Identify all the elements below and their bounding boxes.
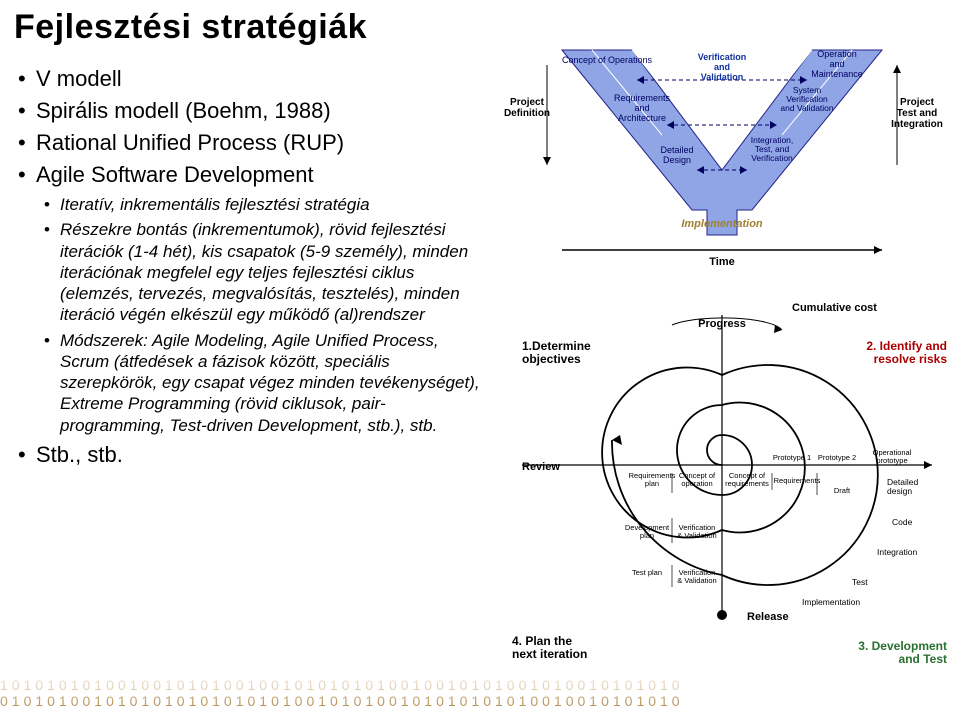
- v-time: Time: [709, 256, 734, 268]
- bullet-lvl1: V modell: [36, 66, 484, 92]
- spiral-review: Review: [522, 461, 560, 473]
- spiral-q3: Verification& Validation: [677, 523, 716, 540]
- v-right-2: Integration,Test, andVerification: [751, 135, 794, 163]
- bullet-lvl1: Stb., stb.: [36, 442, 484, 468]
- spiral-right: Code: [892, 517, 913, 527]
- v-right-outer: ProjectTest andIntegration: [891, 97, 943, 130]
- spiral-proto: Prototype 2: [818, 453, 856, 462]
- spiral-proto: Operationalprototype: [873, 448, 912, 465]
- bullet-lvl2: Részekre bontás (inkrementumok), rövid f…: [60, 219, 484, 325]
- spiral-cost: Cumulative cost: [792, 302, 877, 314]
- spiral-right: Integration: [877, 547, 917, 557]
- bullet-lvl2: Iteratív, inkrementális fejlesztési stra…: [60, 194, 484, 215]
- spiral-q3: Test plan: [632, 568, 662, 577]
- v-left-outer: ProjectDefinition: [504, 97, 550, 119]
- spiral-inner: Concept ofrequirements: [725, 471, 769, 488]
- v-model-diagram: Concept of Operations RequirementsandArc…: [492, 35, 952, 270]
- spiral-q3: Verification& Validation: [677, 568, 716, 585]
- spiral-release: Release: [747, 611, 789, 623]
- spiral-right: Implementation: [802, 597, 860, 607]
- bullet-lvl1: Spirális modell (Boehm, 1988): [36, 98, 484, 124]
- spiral-q-tl: 1.Determineobjectives: [522, 339, 591, 366]
- slide: { "title": "Fejlesztési stratégiák", "bu…: [0, 0, 960, 710]
- figures: Concept of Operations RequirementsandArc…: [492, 35, 952, 680]
- spiral-inner: Requirements: [774, 476, 821, 485]
- v-left-0: Concept of Operations: [562, 55, 653, 65]
- spiral-inner: Requirementsplan: [629, 471, 676, 488]
- footer-decoration: 1010101010010010101001001010101010010010…: [0, 676, 960, 710]
- v-impl: Implementation: [681, 218, 763, 230]
- spiral-right: Detaileddesign: [887, 477, 918, 496]
- bullet-lvl1: Rational Unified Process (RUP): [36, 130, 484, 156]
- spiral-diagram: Progress Cumulative cost Release 1.Deter…: [492, 275, 952, 675]
- spiral-progress: Progress: [698, 318, 746, 330]
- v-left-2: DetailedDesign: [660, 145, 693, 165]
- spiral-q-br: 3. Developmentand Test: [858, 639, 947, 666]
- v-top: VerificationandValidation: [698, 52, 747, 82]
- spiral-q3: Developmentplan: [625, 523, 670, 540]
- spiral-inner: Draft: [834, 486, 851, 495]
- spiral-q-tr: 2. Identify andresolve risks: [866, 339, 947, 366]
- spiral-right: Test: [852, 577, 868, 587]
- bullet-lvl2: Módszerek: Agile Modeling, Agile Unified…: [60, 330, 484, 436]
- bullet-lvl1: Agile Software Development: [36, 162, 484, 188]
- spiral-q-bl: 4. Plan thenext iteration: [512, 634, 587, 661]
- spiral-inner: Concept ofoperation: [679, 471, 716, 488]
- text-content: V modell Spirális modell (Boehm, 1988) R…: [14, 60, 484, 474]
- spiral-proto: Prototype 1: [773, 453, 811, 462]
- slide-title: Fejlesztési stratégiák: [14, 8, 367, 47]
